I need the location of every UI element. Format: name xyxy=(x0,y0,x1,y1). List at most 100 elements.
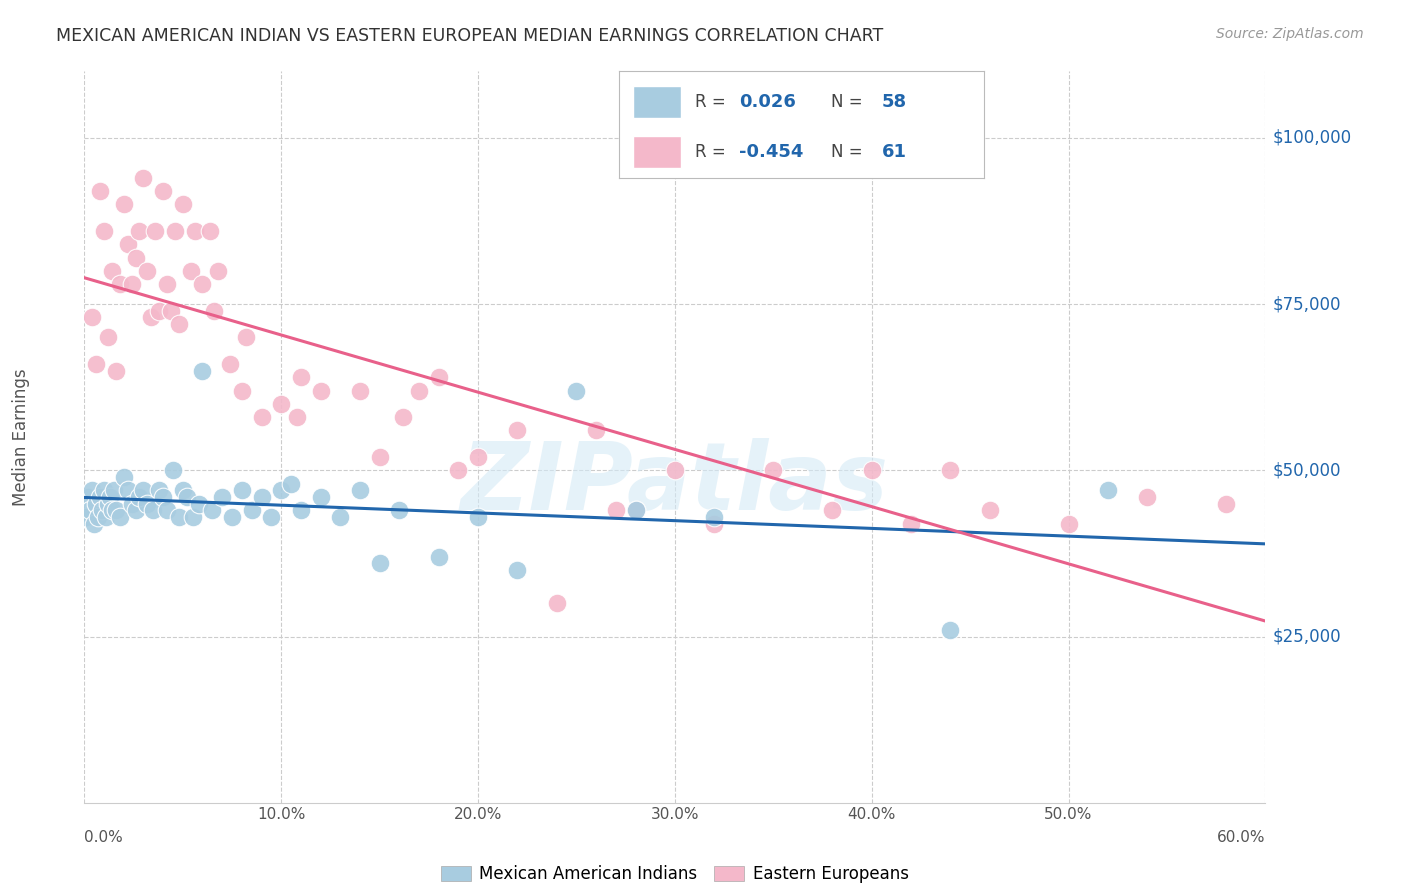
Point xyxy=(84,357,107,371)
Point xyxy=(447,463,470,477)
FancyBboxPatch shape xyxy=(633,136,681,168)
Point xyxy=(121,277,143,292)
Point xyxy=(250,490,273,504)
Point xyxy=(136,497,159,511)
Point xyxy=(821,503,844,517)
Point xyxy=(97,497,120,511)
Point xyxy=(235,330,257,344)
Text: 20.0%: 20.0% xyxy=(454,807,502,822)
Text: N =: N = xyxy=(831,143,868,161)
Point xyxy=(260,509,283,524)
Point xyxy=(329,509,352,524)
Point xyxy=(136,264,159,278)
Point xyxy=(87,509,110,524)
Point xyxy=(91,503,114,517)
Point xyxy=(231,483,253,498)
Point xyxy=(104,503,127,517)
Point xyxy=(368,450,391,464)
Point xyxy=(605,503,627,517)
Text: ZIPatlas: ZIPatlas xyxy=(461,438,889,530)
Point xyxy=(202,303,225,318)
Point xyxy=(392,410,415,425)
Point xyxy=(156,503,179,517)
Point xyxy=(117,237,139,252)
Point xyxy=(762,463,785,477)
Text: 0.0%: 0.0% xyxy=(84,830,124,845)
Point xyxy=(183,224,205,238)
Point xyxy=(349,483,371,498)
Point xyxy=(141,310,163,325)
Point xyxy=(128,224,150,238)
Point xyxy=(280,476,302,491)
Point xyxy=(77,490,100,504)
Point xyxy=(84,497,107,511)
Point xyxy=(160,303,183,318)
Point xyxy=(172,197,194,211)
Point xyxy=(427,370,450,384)
Text: 0.026: 0.026 xyxy=(740,94,796,112)
Point xyxy=(506,563,529,577)
Point xyxy=(152,490,174,504)
Point xyxy=(163,224,186,238)
Text: -0.454: -0.454 xyxy=(740,143,804,161)
Point xyxy=(103,483,125,498)
Point xyxy=(108,277,131,292)
Point xyxy=(290,370,312,384)
Point xyxy=(309,490,332,504)
Point xyxy=(250,410,273,425)
Point xyxy=(104,363,127,377)
Point xyxy=(565,384,588,398)
Point xyxy=(427,549,450,564)
Text: 30.0%: 30.0% xyxy=(651,807,699,822)
Point xyxy=(285,410,308,425)
Point xyxy=(117,483,139,498)
Point xyxy=(124,251,146,265)
Text: $100,000: $100,000 xyxy=(1272,128,1351,147)
Point xyxy=(703,509,725,524)
Point xyxy=(290,503,312,517)
Point xyxy=(349,384,371,398)
Text: Median Earnings: Median Earnings xyxy=(13,368,30,506)
Point xyxy=(703,516,725,531)
Point xyxy=(191,277,214,292)
Point xyxy=(1215,497,1237,511)
Point xyxy=(101,503,124,517)
Point xyxy=(467,450,489,464)
Point xyxy=(143,224,166,238)
Point xyxy=(75,509,97,524)
Text: Source: ZipAtlas.com: Source: ZipAtlas.com xyxy=(1216,27,1364,41)
Point xyxy=(211,490,233,504)
Point xyxy=(939,623,962,637)
Point xyxy=(191,363,214,377)
Point xyxy=(231,384,253,398)
Point xyxy=(240,503,263,517)
Point xyxy=(388,503,411,517)
Point xyxy=(108,509,131,524)
Point xyxy=(148,303,170,318)
Text: R =: R = xyxy=(696,143,731,161)
Point xyxy=(1136,490,1159,504)
Point xyxy=(94,509,117,524)
Point xyxy=(112,470,135,484)
Point xyxy=(1097,483,1119,498)
Text: $25,000: $25,000 xyxy=(1272,628,1341,646)
Point xyxy=(172,483,194,498)
Text: 60.0%: 60.0% xyxy=(1218,830,1265,845)
Point xyxy=(860,463,883,477)
Point xyxy=(506,424,529,438)
Point xyxy=(101,264,124,278)
Point xyxy=(132,170,155,185)
Point xyxy=(121,497,143,511)
Text: 50.0%: 50.0% xyxy=(1045,807,1092,822)
Point xyxy=(167,317,190,331)
Text: MEXICAN AMERICAN INDIAN VS EASTERN EUROPEAN MEDIAN EARNINGS CORRELATION CHART: MEXICAN AMERICAN INDIAN VS EASTERN EUROP… xyxy=(56,27,883,45)
Point xyxy=(207,264,229,278)
Point xyxy=(132,483,155,498)
Point xyxy=(201,503,224,517)
Point xyxy=(1057,516,1080,531)
Text: $50,000: $50,000 xyxy=(1272,461,1341,479)
Point xyxy=(82,483,104,498)
Point xyxy=(546,596,568,610)
Point xyxy=(467,509,489,524)
Point xyxy=(664,463,686,477)
